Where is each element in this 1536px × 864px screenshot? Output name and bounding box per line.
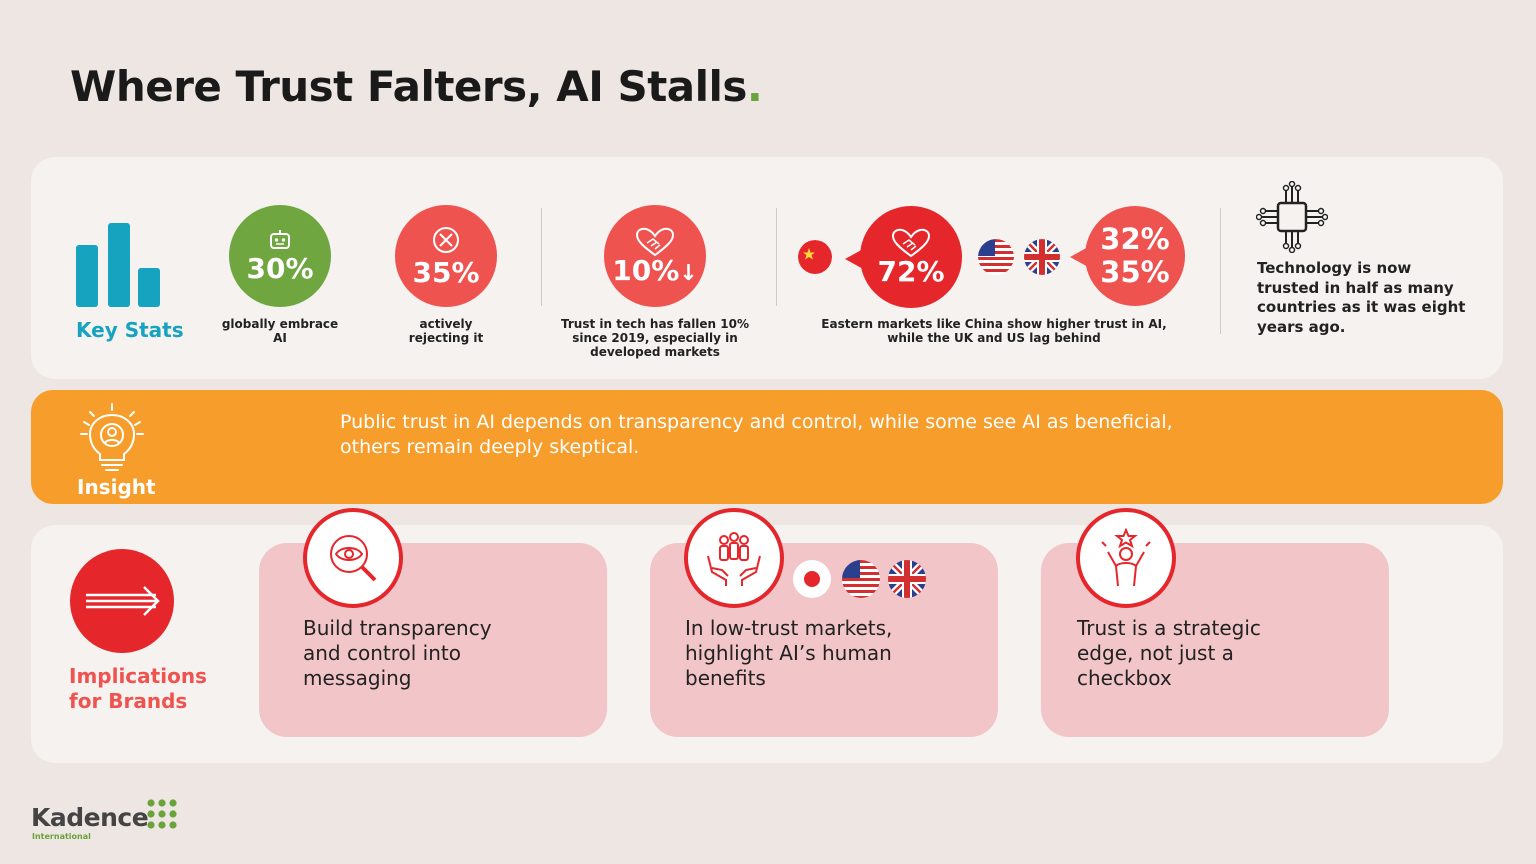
robot-icon (270, 230, 290, 249)
china-trust-circle: 72% (860, 206, 962, 308)
page-title: Where Trust Falters, AI Stalls. (70, 62, 763, 111)
arrow-right-icon (86, 586, 160, 616)
kadence-logo: Kadence (31, 803, 149, 832)
divider (541, 208, 542, 306)
trust-fallen-circle: 10%↓ (604, 205, 706, 307)
reject-label: actively rejecting it (408, 317, 484, 345)
implication-text-3: Trust is a strategic edge, not just a chec… (1077, 616, 1261, 690)
embrace-value: 30% (246, 252, 314, 285)
tech-trust-text: Technology is now trusted in half as many… (1257, 259, 1466, 336)
logo-dots-icon (147, 799, 177, 829)
us-flag-icon (978, 239, 1014, 275)
trust-fallen-value: 10%↓ (612, 254, 698, 287)
lightbulb-icon (80, 403, 144, 471)
embrace-label: globally embrace AI (221, 317, 339, 345)
cancel-icon (433, 227, 459, 253)
insight-label: Insight (77, 475, 156, 499)
divider (776, 208, 777, 306)
insight-bar (31, 390, 1503, 504)
uk-flag-icon (1024, 239, 1060, 275)
trust-fallen-label: Trust in tech has fallen 10% since 2019, … (560, 317, 749, 359)
us-flag-icon (842, 560, 880, 598)
china-trust-value: 72% (877, 255, 945, 288)
bar-chart-icon (76, 223, 160, 307)
west-trust-value-2: 35% (1100, 255, 1170, 289)
key-stats-label: Key Stats (76, 318, 184, 342)
circuit-chip-icon (1256, 181, 1328, 253)
hands-people-icon (707, 532, 761, 586)
reject-value: 35% (412, 256, 480, 289)
implication-icon-ring (303, 508, 403, 608)
arrow-circle (70, 549, 174, 653)
west-trust-circle: 32% 35% (1085, 206, 1185, 306)
heart-handshake-icon (635, 227, 675, 257)
west-trust-value-1: 32% (1100, 222, 1170, 256)
uk-flag-icon (888, 560, 926, 598)
implication-icon-ring (1076, 508, 1176, 608)
implication-icon-ring (684, 508, 784, 608)
implication-text-1: Build transparency and control into messag… (303, 616, 492, 690)
embrace-stat-circle: 30% (229, 205, 331, 307)
person-star-icon (1101, 528, 1151, 587)
china-flag-icon (798, 240, 832, 274)
divider (1220, 208, 1221, 334)
implication-text-2: In low-trust markets, highlight AI’s huma… (685, 616, 893, 690)
implications-label: Implications for Brands (69, 664, 207, 713)
magnifier-eye-icon (330, 535, 377, 582)
kadence-logo-sub: International (32, 832, 91, 841)
insight-text: Public trust in AI depends on transparen… (340, 411, 1173, 458)
heart-handshake-icon (891, 228, 931, 258)
regions-label: Eastern markets like China show higher t… (821, 317, 1167, 345)
reject-stat-circle: 35% (395, 205, 497, 307)
japan-flag-icon (793, 560, 831, 598)
